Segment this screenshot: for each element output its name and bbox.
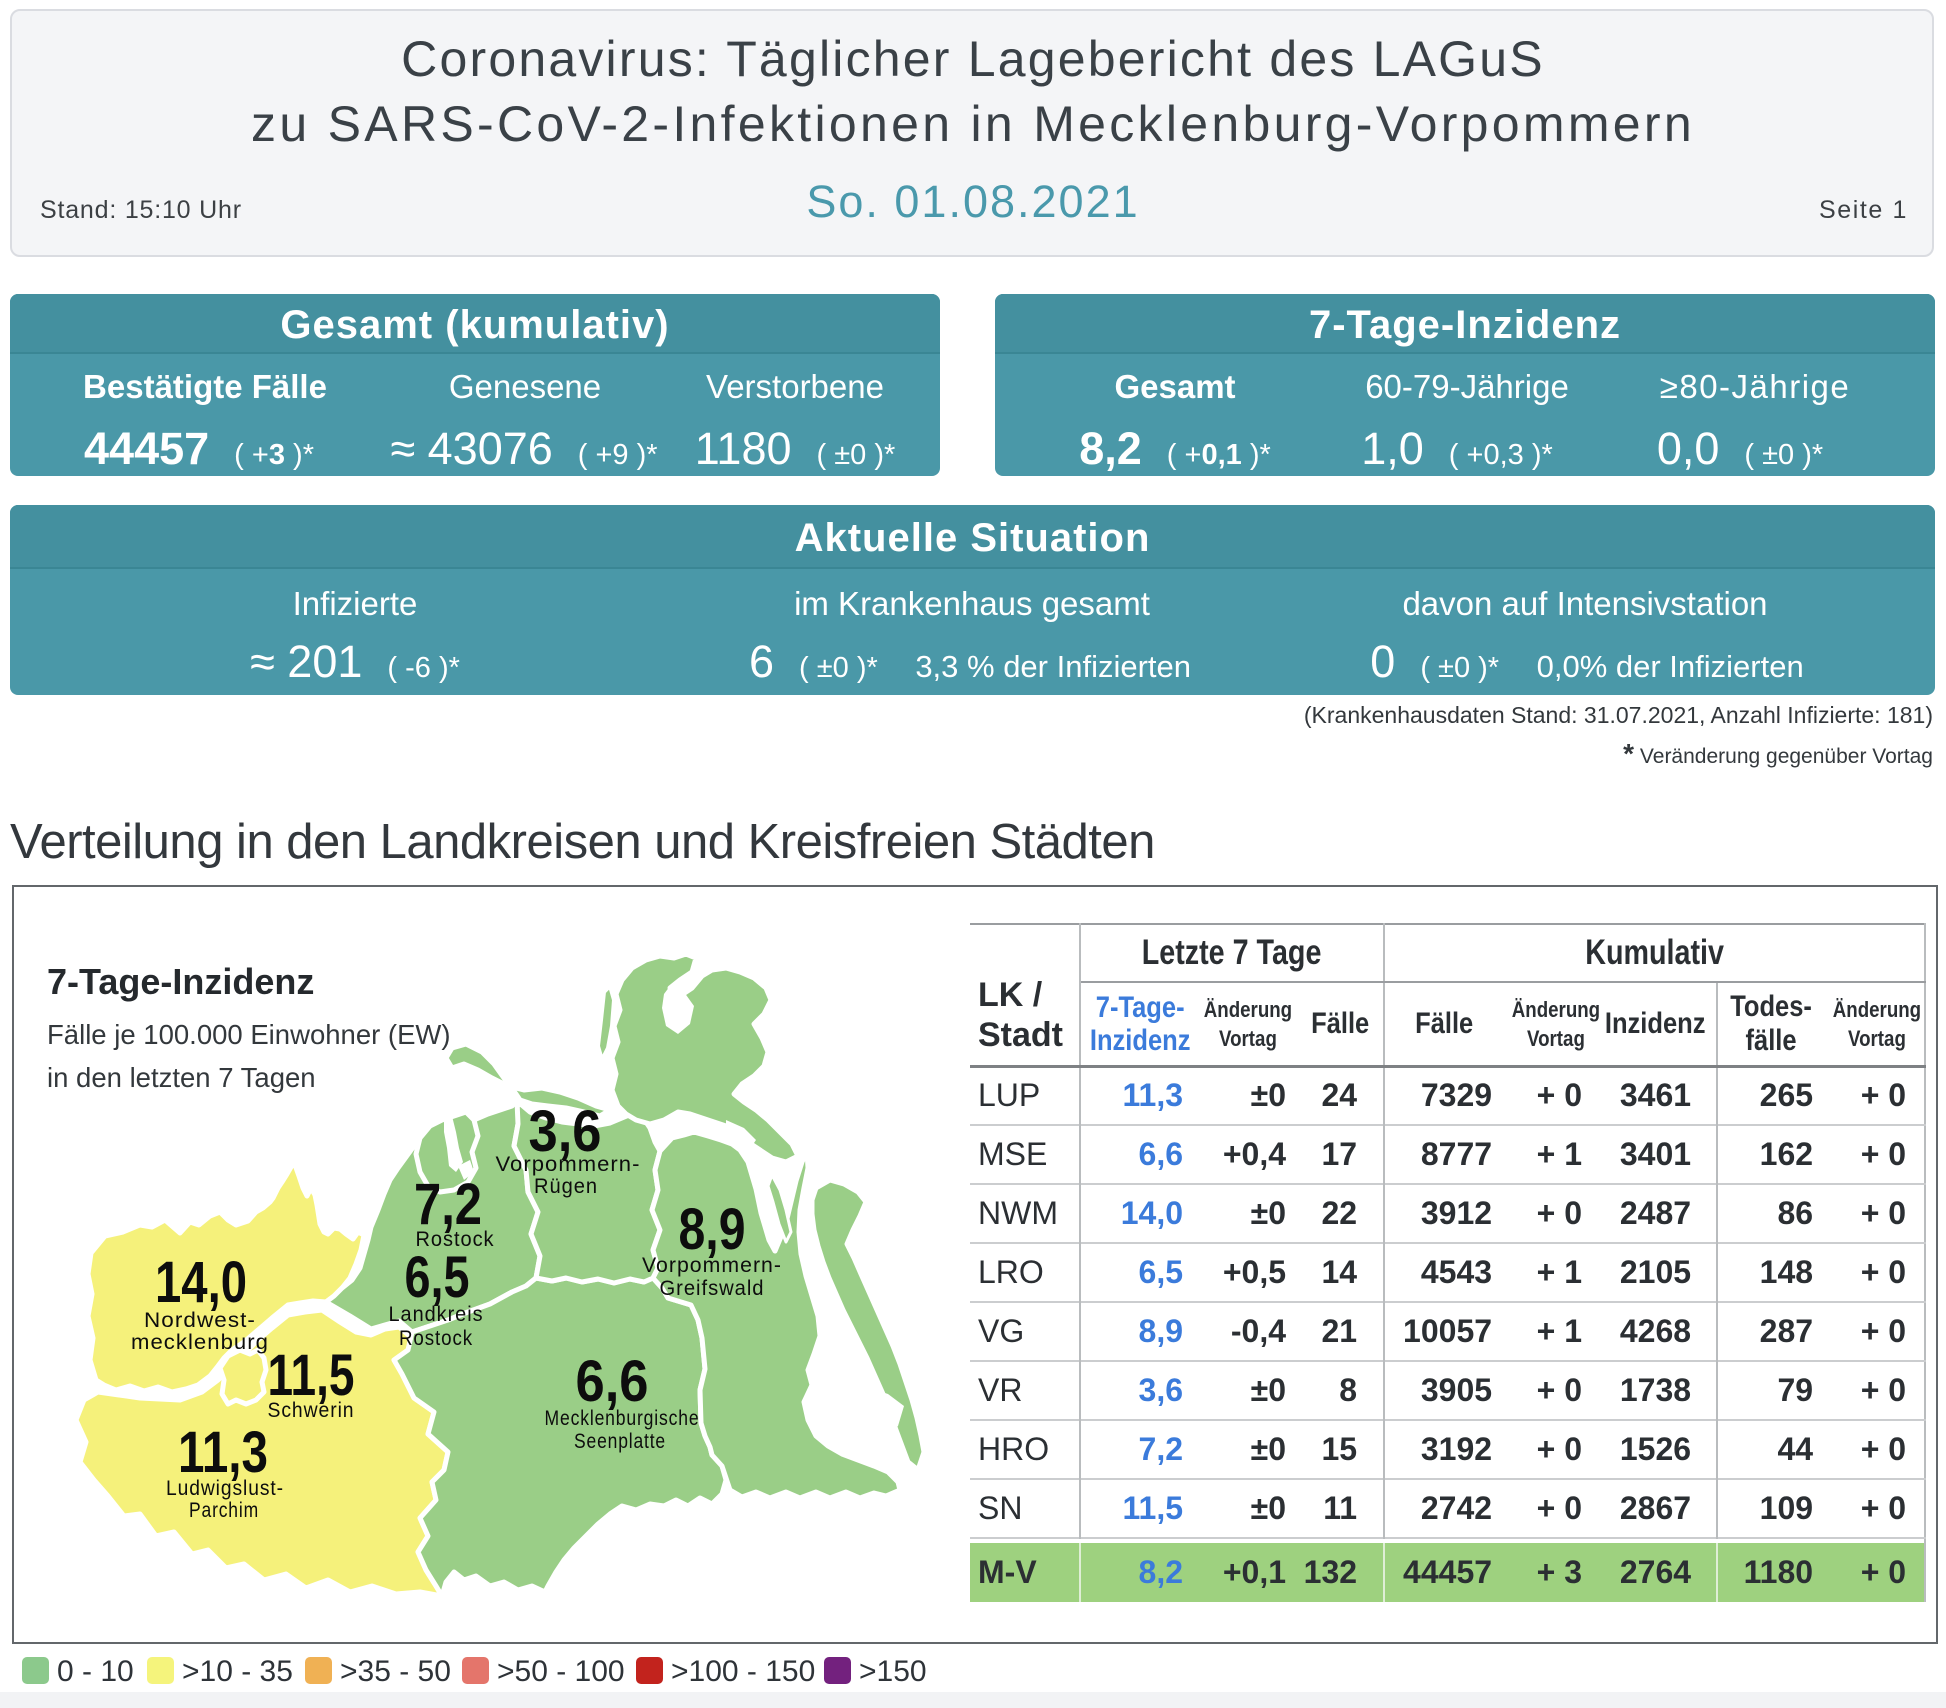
svg-text:Mecklenburgische: Mecklenburgische [545,1407,700,1430]
svg-text:Parchim: Parchim [189,1499,259,1522]
svg-text:6,5: 6,5 [405,1245,470,1310]
svg-text:11,3: 11,3 [178,1420,268,1485]
svg-text:14,0: 14,0 [155,1250,247,1315]
svg-text:7,2: 7,2 [414,1172,482,1237]
svg-text:Schwerin: Schwerin [268,1399,355,1422]
svg-text:Greifswald: Greifswald [660,1277,765,1300]
svg-text:Seenplatte: Seenplatte [574,1430,666,1453]
svg-text:Landkreis: Landkreis [389,1303,484,1326]
svg-text:Vorpommern-: Vorpommern- [496,1153,641,1176]
svg-text:Vorpommern-: Vorpommern- [642,1254,782,1277]
svg-text:11,5: 11,5 [268,1343,355,1408]
svg-text:Rostock: Rostock [399,1327,473,1350]
svg-text:Ludwigslust-: Ludwigslust- [166,1477,284,1500]
svg-text:mecklenburg: mecklenburg [131,1331,269,1354]
svg-text:6,6: 6,6 [576,1349,649,1414]
svg-text:3,6: 3,6 [529,1099,602,1164]
svg-text:Nordwest-: Nordwest- [144,1309,256,1332]
svg-text:Rostock: Rostock [416,1228,495,1251]
svg-text:8,9: 8,9 [679,1197,746,1262]
svg-text:Rügen: Rügen [534,1175,598,1198]
